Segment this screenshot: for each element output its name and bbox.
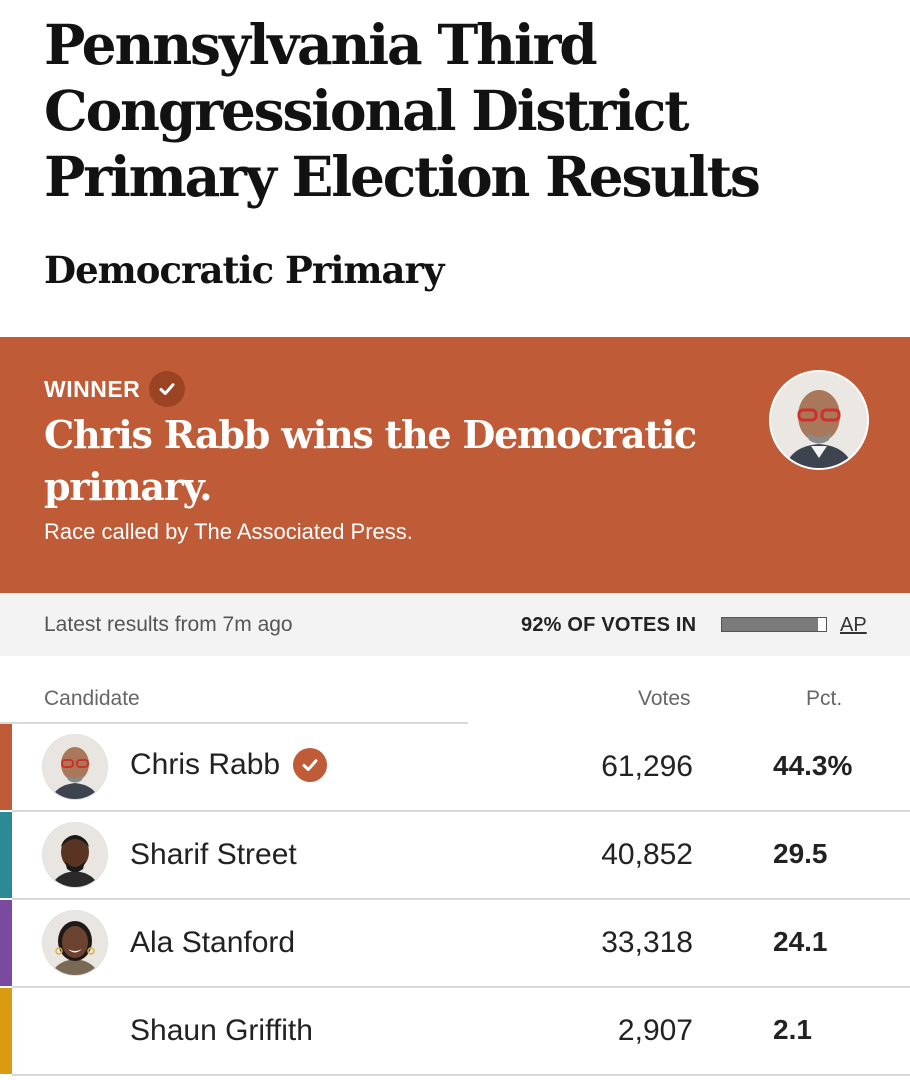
winner-headline: Chris Rabb wins the Democratic primary. xyxy=(44,412,697,509)
candidate-votes: 2,907 xyxy=(617,1014,693,1047)
table-row: Shaun Griffith 2,907 2.1 xyxy=(0,988,910,1076)
page-title: Pennsylvania Third Congressional Distric… xyxy=(44,12,761,209)
section-title: Democratic Primary xyxy=(44,248,444,292)
winner-check-icon xyxy=(293,748,328,782)
candidate-pct: 44.3% xyxy=(773,750,853,781)
candidate-votes: 33,318 xyxy=(601,926,693,959)
candidate-name: Chris Rabb xyxy=(130,748,281,781)
results-table-header: Candidate Votes Pct. xyxy=(0,680,910,724)
candidate-column-header: Candidate xyxy=(44,687,140,710)
race-call-note: Race called by The Associated Press. xyxy=(44,519,413,544)
candidate-color-strip xyxy=(0,724,12,810)
row-divider xyxy=(12,1074,910,1076)
reporting-progress-bar xyxy=(721,617,827,632)
row-divider xyxy=(12,898,910,900)
candidate-name: Sharif Street xyxy=(130,838,297,871)
results-status-bar: Latest results from 7m ago 92% OF VOTES … xyxy=(0,593,910,656)
candidate-avatar xyxy=(43,823,107,887)
row-divider xyxy=(12,986,910,988)
winner-banner: WINNER Chris Rabb wins the Democratic pr… xyxy=(0,337,910,593)
candidate-avatar xyxy=(43,735,107,799)
candidate-pct: 29.5 xyxy=(773,838,828,869)
candidate-color-strip xyxy=(0,900,12,986)
candidate-votes: 61,296 xyxy=(601,750,693,783)
reporting-progress-fill xyxy=(722,618,818,631)
candidate-avatar xyxy=(43,911,107,975)
candidate-votes: 40,852 xyxy=(601,838,693,871)
pct-column-header: Pct. xyxy=(806,687,843,710)
candidate-color-strip xyxy=(0,812,12,898)
candidate-color-strip xyxy=(0,988,12,1074)
table-row: Chris Rabb 61,296 44.3% xyxy=(0,724,910,812)
candidate-name-cell: Chris Rabb xyxy=(130,748,328,782)
winner-label-row: WINNER xyxy=(44,371,186,407)
votes-column-header: Votes xyxy=(638,687,691,710)
candidate-pct: 24.1 xyxy=(773,926,828,957)
winner-label: WINNER xyxy=(44,375,141,402)
winner-avatar xyxy=(769,370,869,470)
row-divider xyxy=(12,810,910,812)
candidate-pct: 2.1 xyxy=(773,1014,812,1045)
votes-in-label: 92% OF VOTES IN xyxy=(521,614,697,636)
ap-source-link[interactable]: AP xyxy=(840,614,867,636)
candidate-name: Shaun Griffith xyxy=(130,1014,313,1047)
candidate-name: Ala Stanford xyxy=(130,926,296,959)
latest-results-text: Latest results from 7m ago xyxy=(44,613,293,636)
table-row: Ala Stanford 33,318 24.1 xyxy=(0,900,910,988)
header-divider xyxy=(0,722,468,724)
table-row: Sharif Street 40,852 29.5 xyxy=(0,812,910,900)
checkmark-circle-icon xyxy=(149,371,186,407)
